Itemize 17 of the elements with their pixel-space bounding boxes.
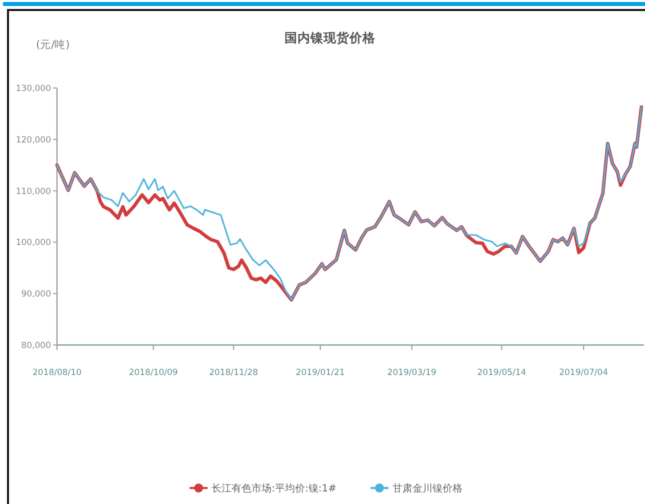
x-tick-label: 2018/10/09 (128, 368, 178, 378)
y-tick-label: 110,000 (16, 186, 51, 197)
legend-label: 长江有色市场:平均价:镍:1# (212, 482, 336, 494)
x-tick-label: 2018/08/10 (32, 368, 82, 378)
legend-label: 甘肃金川镍价格 (392, 482, 462, 494)
y-tick-label: 80,000 (21, 341, 51, 351)
chart-title: 国内镍现货价格 (284, 30, 376, 45)
y-tick-label: 90,000 (21, 290, 51, 300)
x-tick-label: 2019/01/21 (296, 368, 345, 378)
y-tick-label: 120,000 (16, 135, 51, 146)
y-tick-label: 130,000 (16, 84, 51, 94)
x-tick-label: 2019/07/04 (559, 368, 608, 378)
y-tick-label: 100,000 (16, 238, 51, 248)
x-tick-label: 2019/05/14 (477, 368, 526, 378)
y-axis-title: (元/吨) (36, 38, 70, 51)
x-tick-label: 2018/11/28 (209, 368, 258, 378)
x-tick-label: 2019/03/19 (387, 368, 436, 378)
